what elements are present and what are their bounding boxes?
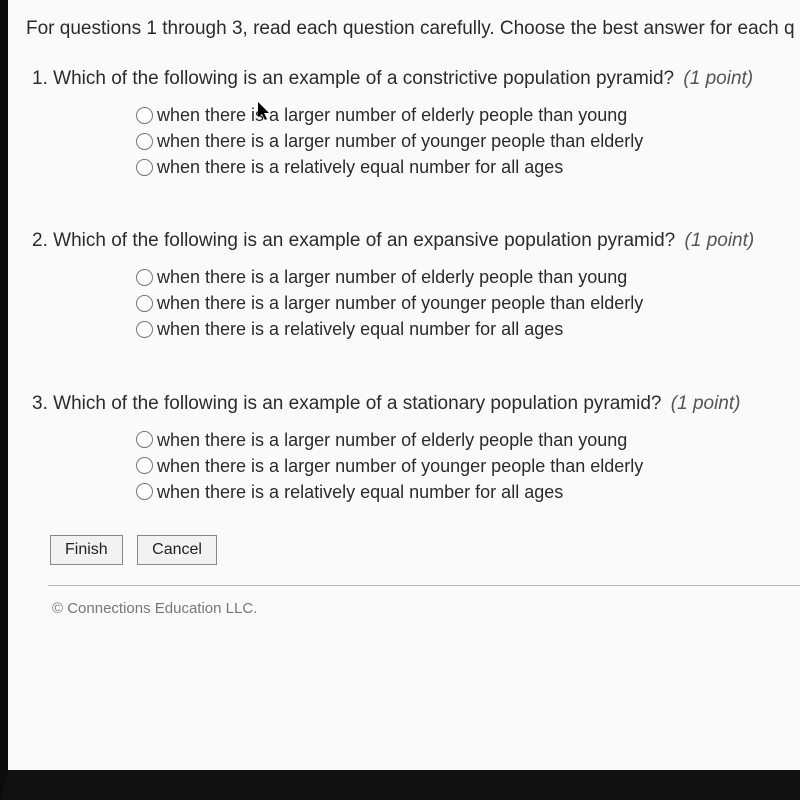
option-row[interactable]: when there is a relatively equal number …: [136, 479, 800, 505]
option-label: when there is a larger number of younger…: [157, 453, 643, 479]
question-number: 2.: [32, 230, 48, 251]
radio-icon[interactable]: [136, 107, 153, 124]
option-row[interactable]: when there is a larger number of younger…: [136, 128, 800, 154]
question-points: (1 point): [671, 393, 741, 414]
radio-icon[interactable]: [136, 483, 153, 500]
options-group: when there is a larger number of elderly…: [26, 264, 800, 342]
finish-button[interactable]: Finish: [50, 535, 123, 565]
question-points: (1 point): [685, 230, 755, 251]
question-1: 1. Which of the following is an example …: [26, 68, 800, 180]
question-number: 3.: [32, 393, 48, 414]
options-group: when there is a larger number of elderly…: [26, 102, 800, 180]
question-points: (1 point): [683, 68, 753, 89]
option-label: when there is a larger number of elderly…: [157, 427, 627, 453]
option-label: when there is a relatively equal number …: [157, 479, 563, 505]
option-label: when there is a relatively equal number …: [157, 154, 563, 180]
question-text: Which of the following is an example of …: [53, 230, 675, 251]
question-text: Which of the following is an example of …: [53, 393, 661, 414]
radio-icon[interactable]: [136, 431, 153, 448]
radio-icon[interactable]: [136, 321, 153, 338]
option-label: when there is a larger number of elderly…: [157, 102, 627, 128]
option-row[interactable]: when there is a larger number of younger…: [136, 290, 800, 316]
question-prompt: 1. Which of the following is an example …: [26, 68, 800, 90]
radio-icon[interactable]: [136, 133, 153, 150]
option-row[interactable]: when there is a larger number of elderly…: [136, 264, 800, 290]
instructions-text: For questions 1 through 3, read each que…: [26, 18, 800, 40]
question-text: Which of the following is an example of …: [53, 68, 674, 89]
option-row[interactable]: when there is a larger number of elderly…: [136, 102, 800, 128]
question-prompt: 3. Which of the following is an example …: [26, 393, 800, 415]
button-row: Finish Cancel: [26, 535, 800, 565]
question-3: 3. Which of the following is an example …: [26, 393, 800, 505]
radio-icon[interactable]: [136, 295, 153, 312]
cancel-button[interactable]: Cancel: [137, 535, 217, 565]
option-row[interactable]: when there is a larger number of elderly…: [136, 427, 800, 453]
question-number: 1.: [32, 68, 48, 89]
option-row[interactable]: when there is a larger number of younger…: [136, 453, 800, 479]
question-prompt: 2. Which of the following is an example …: [26, 230, 800, 252]
option-row[interactable]: when there is a relatively equal number …: [136, 316, 800, 342]
option-label: when there is a relatively equal number …: [157, 316, 563, 342]
option-row[interactable]: when there is a relatively equal number …: [136, 154, 800, 180]
option-label: when there is a larger number of younger…: [157, 290, 643, 316]
radio-icon[interactable]: [136, 457, 153, 474]
radio-icon[interactable]: [136, 269, 153, 286]
options-group: when there is a larger number of elderly…: [26, 427, 800, 505]
divider: [48, 585, 800, 586]
option-label: when there is a larger number of elderly…: [157, 264, 627, 290]
copyright-text: © Connections Education LLC.: [26, 600, 800, 617]
quiz-page: For questions 1 through 3, read each que…: [0, 0, 800, 800]
question-2: 2. Which of the following is an example …: [26, 230, 800, 342]
radio-icon[interactable]: [136, 159, 153, 176]
option-label: when there is a larger number of younger…: [157, 128, 643, 154]
